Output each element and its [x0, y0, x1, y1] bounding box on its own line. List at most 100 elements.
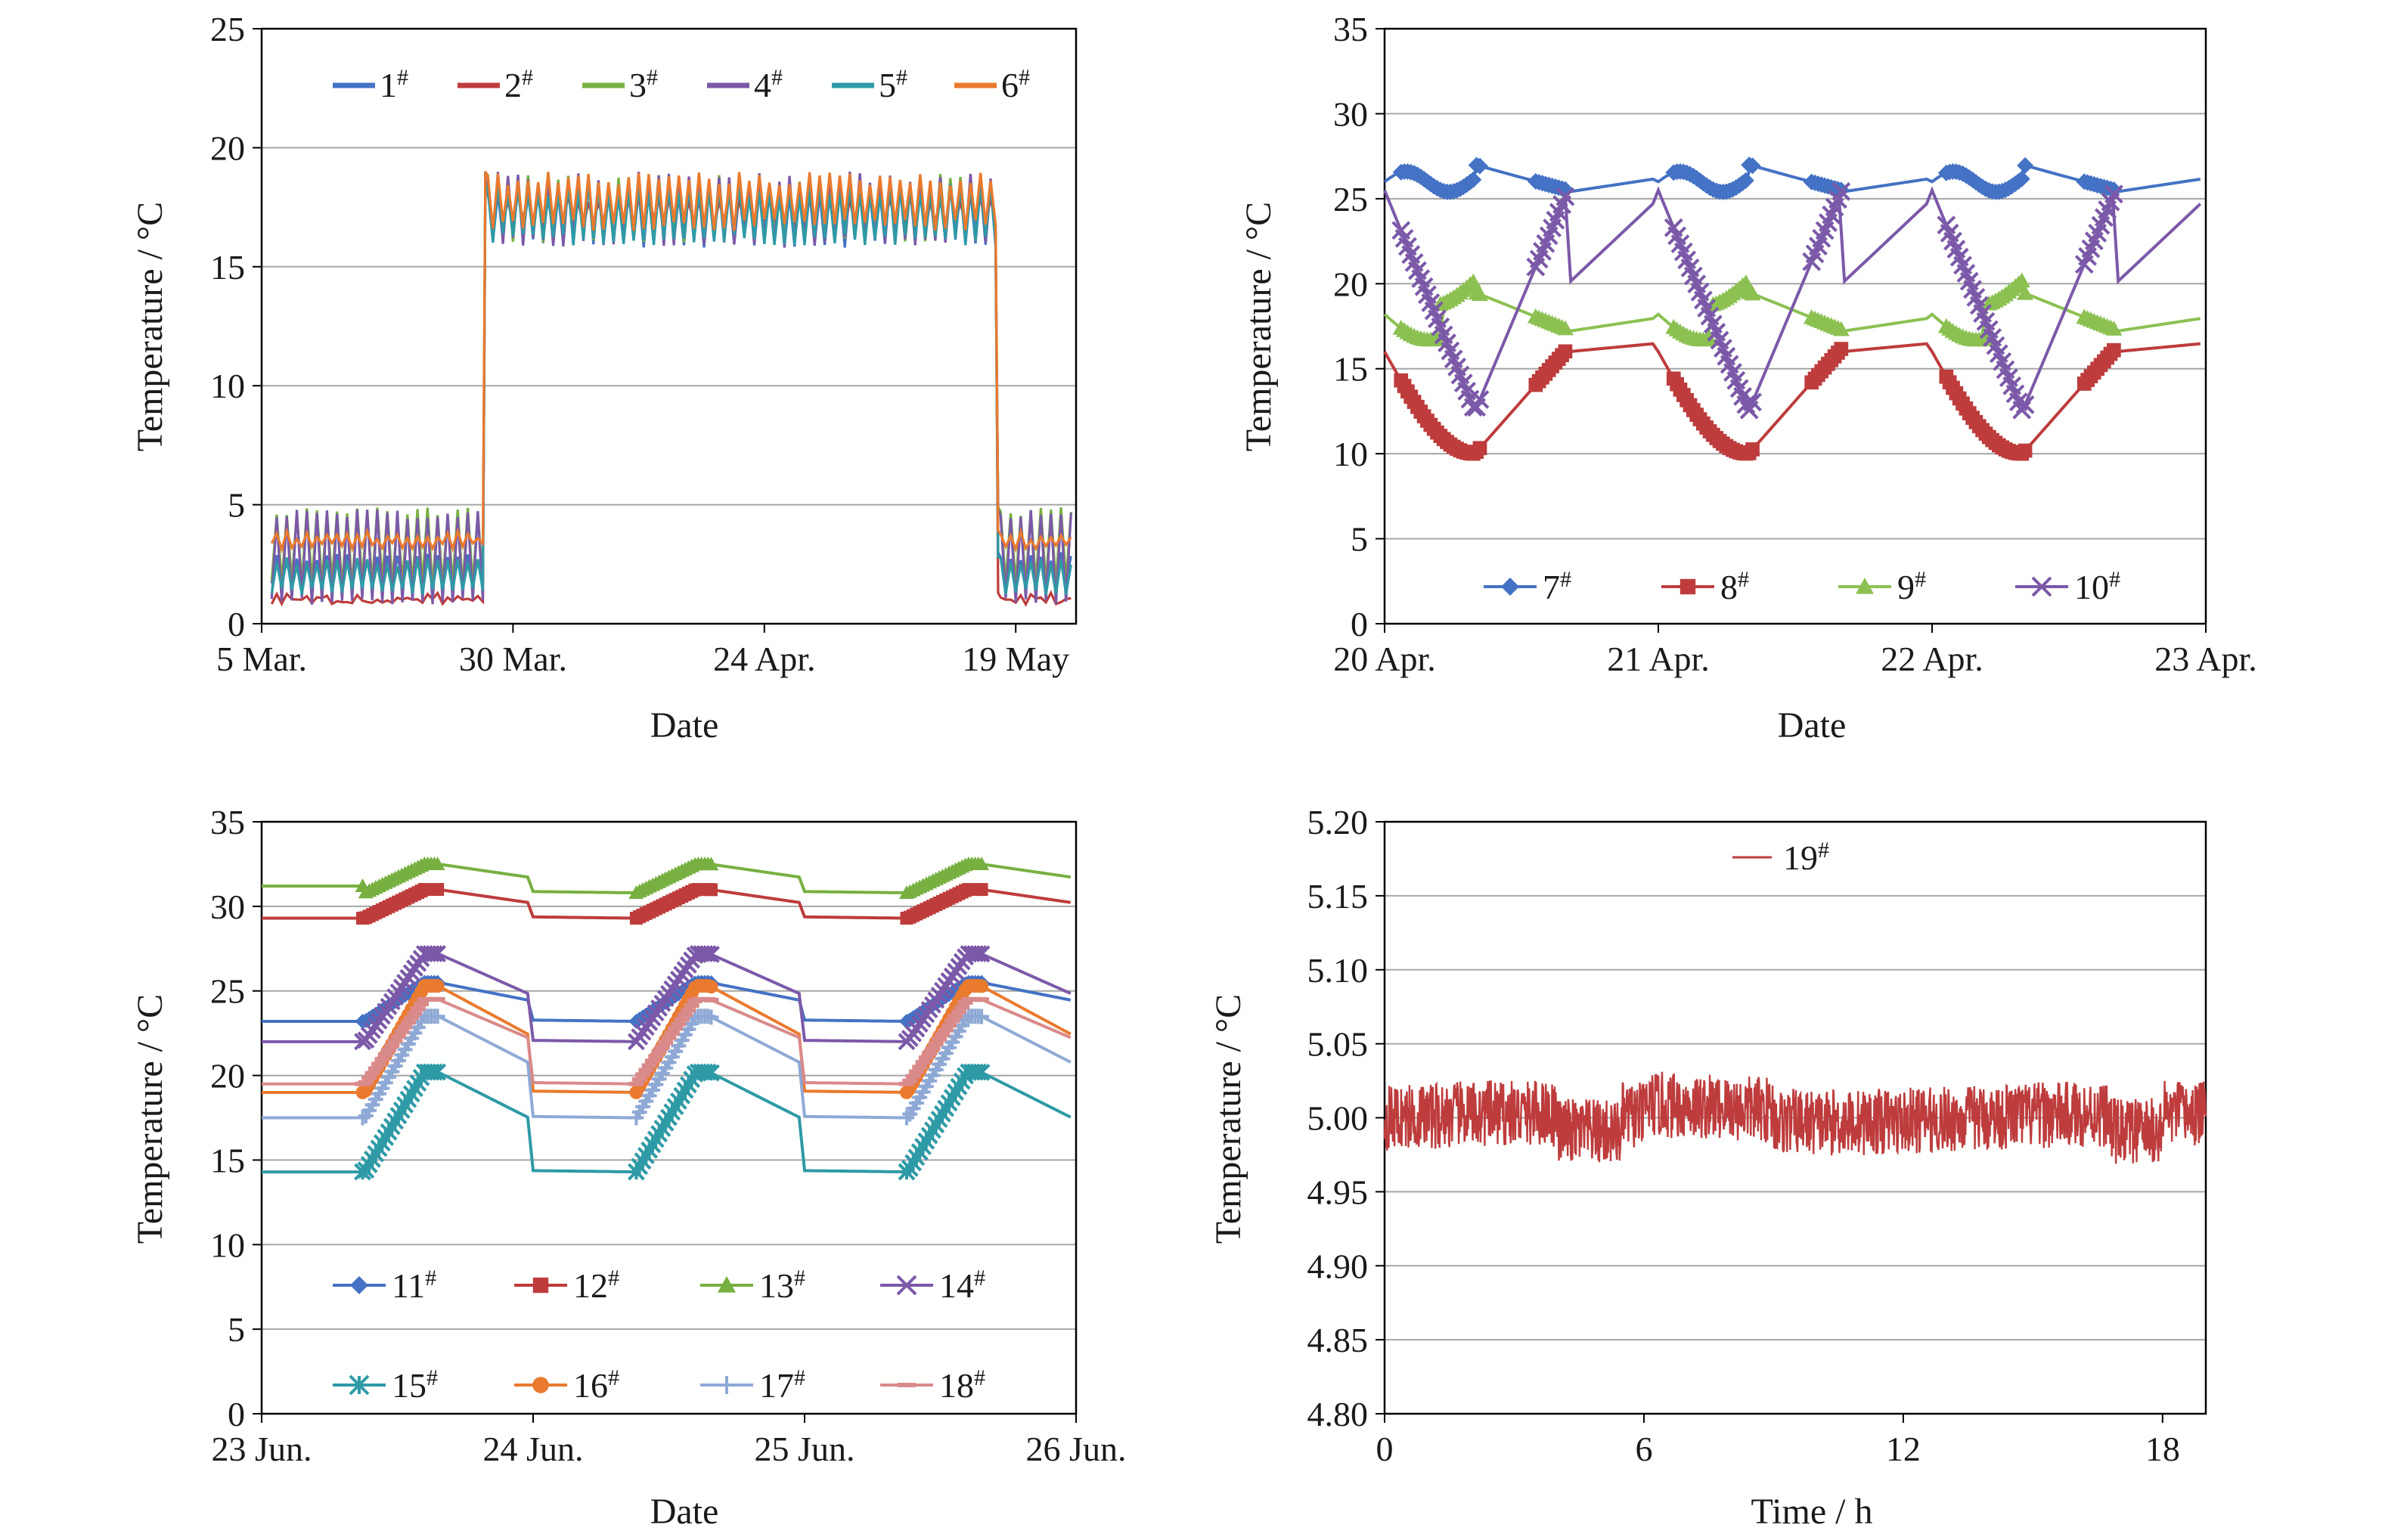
legend-label-15: 15#: [392, 1365, 438, 1405]
y-tick-label: 4.90: [1307, 1247, 1369, 1285]
point-8: [1558, 344, 1573, 359]
point-7: [1556, 181, 1574, 198]
y-tick-label: 5.10: [1307, 951, 1369, 990]
point-7: [1465, 171, 1482, 188]
y-tick-label: 15: [1333, 350, 1368, 389]
legend-label-17-sup: #: [794, 1365, 805, 1390]
point-14: [966, 945, 984, 962]
point-8: [2107, 342, 2121, 358]
x-tick-label: 20 Apr.: [1333, 640, 1435, 678]
point-14: [969, 945, 988, 962]
legend-label-8: 8#: [1720, 567, 1749, 606]
legend-label-12: 12#: [573, 1266, 619, 1305]
legend-label-14: 14#: [939, 1266, 985, 1305]
y-tick-label: 30: [1333, 95, 1368, 133]
y-tick-label: 5.20: [1307, 803, 1369, 841]
y-axis-label: Temperature / °C: [1239, 202, 1279, 451]
y-tick-label: 5: [228, 486, 245, 525]
legend-label-1: 1#: [380, 65, 408, 104]
series-line-7: [1383, 163, 2201, 194]
point-14: [422, 945, 440, 962]
point-14: [972, 945, 991, 963]
legend-label-12-sup: #: [608, 1266, 619, 1291]
y-tick-label: 4.80: [1307, 1395, 1369, 1433]
x-tick-label: 30 Mar.: [459, 640, 567, 678]
legend-label-3-num: 3: [629, 66, 647, 104]
series-line-3: [270, 172, 1072, 588]
legend-label-7-sup: #: [1560, 567, 1571, 592]
legend-marker: [1679, 578, 1696, 595]
legend-label-4: 4#: [754, 65, 783, 104]
x-tick-label: 25 Jun.: [755, 1430, 855, 1468]
y-tick-label: 5.00: [1307, 1099, 1369, 1138]
legend-label-3-sup: #: [647, 65, 658, 90]
point-15: [972, 1064, 991, 1081]
y-tick-label: 5: [1351, 520, 1368, 559]
point-17: [974, 1009, 990, 1024]
point-16: [704, 980, 718, 994]
point-10: [2104, 184, 2123, 204]
legend-label-11-sup: #: [425, 1266, 436, 1291]
legend-label-2-num: 2: [504, 66, 522, 104]
point-9: [1465, 273, 1482, 289]
x-axis-label: Date: [650, 705, 719, 745]
point-9: [2017, 284, 2034, 300]
x-tick-label: 24 Jun.: [483, 1430, 584, 1468]
x-tick-label: 21 Apr.: [1607, 640, 1709, 678]
y-tick-label: 4.95: [1307, 1173, 1369, 1211]
point-14: [696, 945, 714, 962]
point-15: [703, 1064, 720, 1082]
y-tick-label: 20: [210, 129, 245, 167]
point-8: [2018, 443, 2033, 458]
plot-frame: [1383, 27, 2207, 625]
x-tick-label: 23 Apr.: [2154, 640, 2256, 678]
y-axis-label: Temperature / °C: [130, 994, 170, 1244]
y-tick-label: 15: [210, 1141, 245, 1179]
chart-b: 0 5 10 15 20 25 30 35 20 Apr. 21 Apr. 22 Apr. 23 Ap…: [1239, 10, 2257, 745]
point-16: [430, 979, 445, 993]
legend-marker: [896, 1275, 917, 1296]
legend-label-13-sup: #: [794, 1266, 805, 1291]
point-12: [975, 883, 988, 897]
legend-label-12-num: 12: [573, 1266, 608, 1305]
y-tick-label: 25: [210, 972, 245, 1011]
series-line-6: [270, 171, 1072, 554]
y-tick-label: 25: [210, 10, 245, 48]
y-tick-label: 10: [210, 1225, 245, 1264]
point-17: [703, 1009, 719, 1025]
series-line-9: [1383, 280, 2201, 342]
point-7: [2013, 170, 2030, 187]
point-15: [429, 1063, 447, 1081]
point-7: [1744, 157, 1761, 175]
legend-label-13-num: 13: [759, 1266, 794, 1305]
legend-label-9-sup: #: [1915, 567, 1926, 592]
series-line-1: [270, 176, 1072, 588]
point-17: [430, 1009, 445, 1024]
point-7: [2017, 156, 2034, 174]
legend-label-15-sup: #: [426, 1365, 438, 1390]
legend-label-10-num: 10: [2074, 568, 2109, 606]
chart-d: 4.80 4.85 4.90 4.95 5.00 5.05 5.10 5.15 5.20 0 6 12…: [1208, 803, 2207, 1532]
point-14: [429, 945, 447, 962]
legend-marker: [718, 1376, 736, 1394]
point-14: [703, 946, 720, 963]
legend-label-17: 17#: [759, 1365, 805, 1405]
y-tick-label: 15: [210, 248, 245, 287]
point-10: [1831, 181, 1851, 201]
plot-frame: [1383, 820, 2207, 1415]
legend-label-18-sup: #: [974, 1365, 985, 1390]
legend-label-7-num: 7: [1543, 568, 1560, 606]
y-tick-label: 30: [210, 888, 245, 926]
x-axis-label: Date: [650, 1492, 719, 1532]
y-axis-label: Temperature / °C: [130, 202, 170, 451]
y-tick-label: 35: [210, 803, 245, 841]
point-7: [1737, 172, 1754, 189]
x-tick-label: 26 Jun.: [1026, 1430, 1127, 1468]
point-9: [2013, 272, 2030, 288]
legend-label-1-num: 1: [380, 66, 397, 104]
legend-label-8-sup: #: [1738, 567, 1749, 592]
legend-marker: [349, 1374, 370, 1396]
x-tick-label: 12: [1886, 1430, 1921, 1468]
